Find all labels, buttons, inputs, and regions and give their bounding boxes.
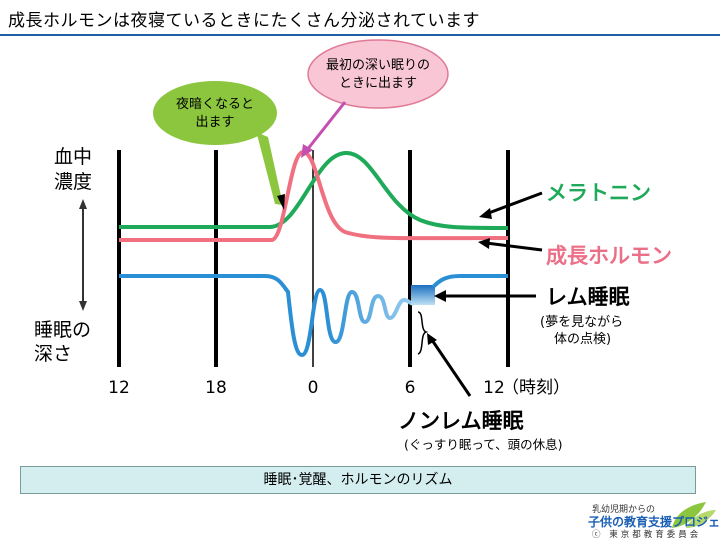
- leaf-logo-icon: [672, 502, 716, 528]
- rem-block: [411, 285, 435, 305]
- label-sleep-line1: 睡眠の: [34, 319, 91, 341]
- pink-pointer: [305, 101, 347, 151]
- green-bubble-line2: 出ます: [195, 115, 234, 130]
- legend-rem: レム睡眠: [546, 285, 630, 309]
- project-logo: 乳幼児期からの 子供の教育支援プロジェクト ⓒ 東京都教育委員会: [548, 500, 720, 540]
- sleep-depth-curve: [119, 274, 418, 358]
- x-tick-6: 6: [405, 378, 416, 398]
- label-sleep-line2: 深さ: [34, 343, 72, 365]
- melatonin-curve: [119, 150, 509, 230]
- logo-line2: 子供の教育支援プロジェクト: [588, 515, 720, 529]
- label-blood-line1: 血中: [54, 146, 92, 168]
- caption-box: 睡眠･覚醒、ホルモンのリズム: [20, 466, 696, 494]
- legend-melatonin: メラトニン: [546, 181, 651, 205]
- depth-axis-arrow-up: [79, 199, 87, 209]
- green-bubble: [153, 81, 277, 145]
- x-tick-0: 0: [308, 378, 319, 398]
- legend-nonrem-sub: (ぐっすり眠って、頭の休息): [404, 437, 563, 452]
- page-title: 成長ホルモンは夜寝ているときにたくさん分泌されています: [8, 11, 480, 31]
- x-unit-label: （時刻）: [502, 378, 570, 398]
- x-tick-18: 18: [205, 378, 227, 398]
- label-blood-line2: 濃度: [54, 171, 92, 193]
- title-divider: [0, 34, 720, 36]
- legend-nonrem: ノンレム睡眠: [398, 409, 524, 433]
- growth-hormone-curve: [119, 149, 509, 242]
- legend-growth-hormone: 成長ホルモン: [546, 244, 672, 268]
- depth-axis-arrow-down: [79, 301, 87, 311]
- nonrem-pointer: [430, 339, 472, 397]
- nonrem-bracket: [417, 311, 429, 355]
- legend-rem-sub1: (夢を見ながら: [540, 315, 623, 330]
- melatonin-pointer: [485, 191, 543, 216]
- green-bubble-line1: 夜暗くなると: [176, 97, 254, 112]
- pink-bubble-line2: ときに出ます: [339, 76, 417, 91]
- x-tick-12-start: 12: [108, 378, 130, 398]
- logo-line1: 乳幼児期からの: [592, 505, 656, 515]
- logo-line3: ⓒ 東京都教育委員会: [592, 530, 702, 540]
- pink-bubble: [307, 39, 449, 109]
- green-bubble-tail: [256, 132, 283, 205]
- x-tick-12-end: 12: [483, 378, 505, 398]
- sleep-depth-recover: [431, 274, 508, 289]
- gh-pointer: [485, 241, 543, 252]
- legend-rem-sub2: 体の点検): [554, 332, 611, 347]
- pink-bubble-line1: 最初の深い眠りの: [326, 58, 430, 73]
